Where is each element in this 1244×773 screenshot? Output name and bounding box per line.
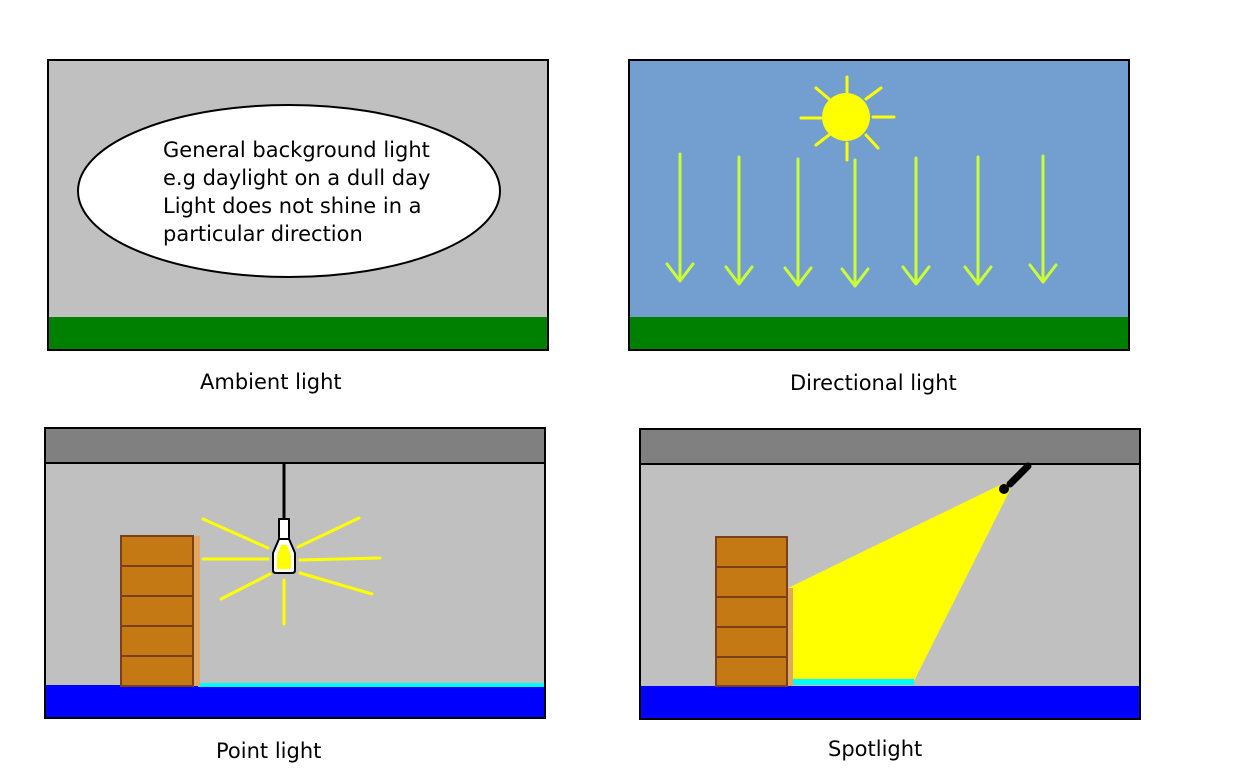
spot-panel (639, 428, 1141, 720)
spot-caption: Spotlight (828, 737, 923, 761)
ambient-description-bubble (77, 104, 501, 278)
down-arrow-icon (724, 155, 754, 286)
directional-sky (628, 59, 1130, 351)
spot-box-lit-side (787, 588, 793, 686)
down-arrow-icon (665, 152, 695, 283)
ambient-caption: Ambient light (200, 370, 342, 394)
light-bulb-icon (272, 463, 296, 574)
ambient-description-line: Light does not shine in a (163, 194, 422, 218)
down-arrow-icon (1028, 154, 1058, 284)
spotlight-lamp-icon (999, 462, 1032, 494)
spot-ceiling (641, 430, 1139, 464)
ambient-description: General background light e.g daylight on… (163, 136, 430, 248)
sun-icon (799, 75, 896, 162)
spot-box (715, 536, 788, 687)
ambient-grass (49, 317, 547, 349)
down-arrow-icon (840, 158, 870, 288)
point-ceiling (46, 429, 544, 463)
spot-floor (641, 686, 1139, 718)
ambient-panel (47, 59, 549, 351)
down-arrow-icon (783, 157, 813, 287)
point-box-lit-side (193, 536, 200, 686)
point-floor (46, 685, 544, 717)
directional-caption: Directional light (790, 371, 957, 395)
ambient-description-line: e.g daylight on a dull day (163, 166, 431, 190)
ambient-description-line: General background light (163, 138, 430, 162)
ambient-description-line: particular direction (163, 222, 363, 246)
point-caption: Point light (216, 739, 322, 763)
down-arrow-icon (901, 156, 931, 286)
directional-panel (628, 59, 1130, 351)
directional-grass (630, 317, 1128, 349)
point-floor-lit (198, 683, 544, 687)
point-panel (44, 427, 546, 719)
spotlight-beam (788, 484, 1010, 681)
spot-floor-lit (792, 679, 914, 685)
directional-light-rays (665, 152, 1058, 288)
point-box (120, 535, 194, 687)
point-light-rays (201, 516, 382, 626)
down-arrow-icon (963, 155, 993, 286)
